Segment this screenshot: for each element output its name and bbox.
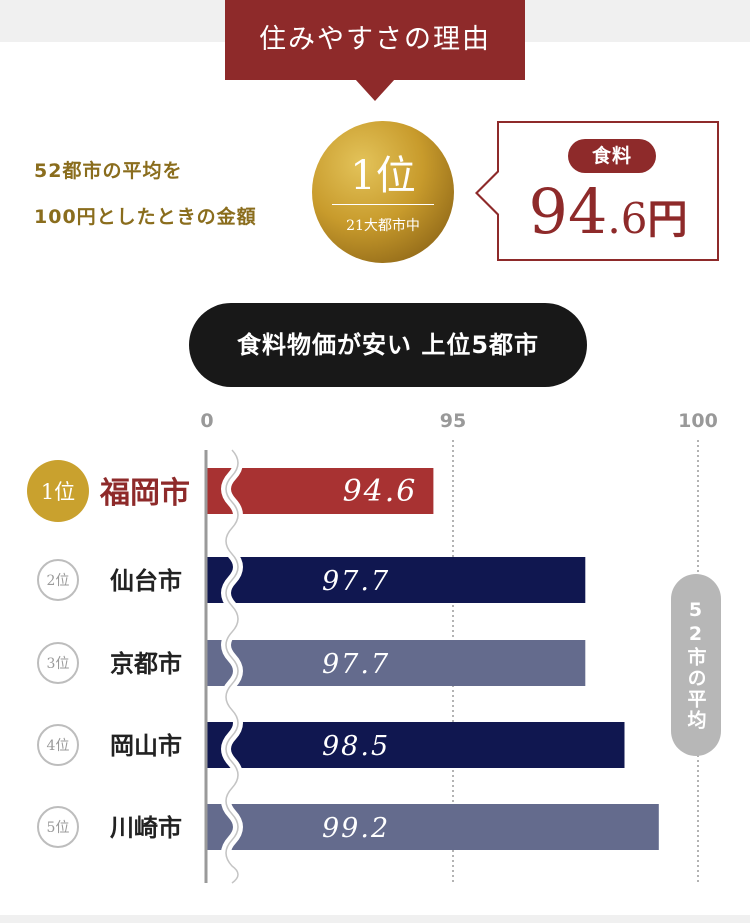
axis-tick-label: 0 — [200, 410, 213, 432]
axis-tick-label: 95 — [440, 410, 466, 432]
bar — [207, 804, 659, 850]
rank-badge — [27, 460, 89, 522]
price-value-int: 94 — [528, 175, 608, 248]
rank-label: 5位 — [47, 820, 70, 836]
price-value-dec: .6 — [607, 194, 648, 243]
section-title: 食料物価が安い 上位5都市 — [189, 303, 587, 387]
callout-pointer-fill — [478, 171, 500, 215]
bar — [207, 640, 586, 686]
axis-tick-label: 100 — [678, 410, 718, 432]
bottom-band — [0, 915, 750, 923]
rank-label: 4位 — [47, 738, 70, 754]
bar-value-label: 97.7 — [322, 566, 390, 597]
rank-label: 1位 — [41, 480, 75, 504]
bar-value-label: 98.5 — [322, 731, 390, 762]
bar-chart: 0 95 100 94.6 1位 福岡市 97.7 2位 仙台市 97.7 3位 京都市 98.5 4位 岡… — [27, 410, 718, 888]
bar — [207, 468, 434, 514]
category-badge: 食料 — [568, 139, 656, 173]
bar-value-label: 97.7 — [322, 649, 390, 680]
rank-badge — [37, 806, 79, 848]
axis-break-line — [225, 449, 239, 884]
price-unit: 円 — [647, 196, 688, 243]
bar-value-label: 94.6 — [343, 474, 418, 509]
rank-badge — [37, 724, 79, 766]
rank-badge — [37, 559, 79, 601]
rank-badge — [37, 642, 79, 684]
price-value: 94.6円 — [499, 175, 717, 248]
city-label: 福岡市 — [99, 476, 190, 511]
city-label: 岡山市 — [110, 732, 182, 760]
caption-line-1: 52都市の平均を — [34, 160, 183, 182]
medal-subtitle: 21大都市中 — [346, 218, 420, 234]
city-label: 仙台市 — [110, 567, 182, 595]
city-label: 川崎市 — [110, 814, 182, 842]
bar — [207, 722, 625, 768]
city-label: 京都市 — [110, 650, 182, 678]
medal-rank: 1位 — [350, 153, 416, 199]
rank-label: 2位 — [47, 573, 70, 589]
average-label: 52市の平均 — [671, 574, 721, 756]
caption-line-2: 100円としたときの金額 — [34, 206, 257, 228]
rank-label: 3位 — [47, 656, 70, 672]
medal-divider — [332, 204, 434, 205]
rank-medal: 1位 21大都市中 — [312, 121, 454, 263]
bar — [207, 557, 586, 603]
price-callout: 食料 94.6円 — [475, 121, 719, 261]
banner-title: 住みやすさの理由 — [225, 0, 525, 80]
banner-pointer — [355, 79, 395, 101]
bar-value-label: 99.2 — [322, 813, 390, 844]
